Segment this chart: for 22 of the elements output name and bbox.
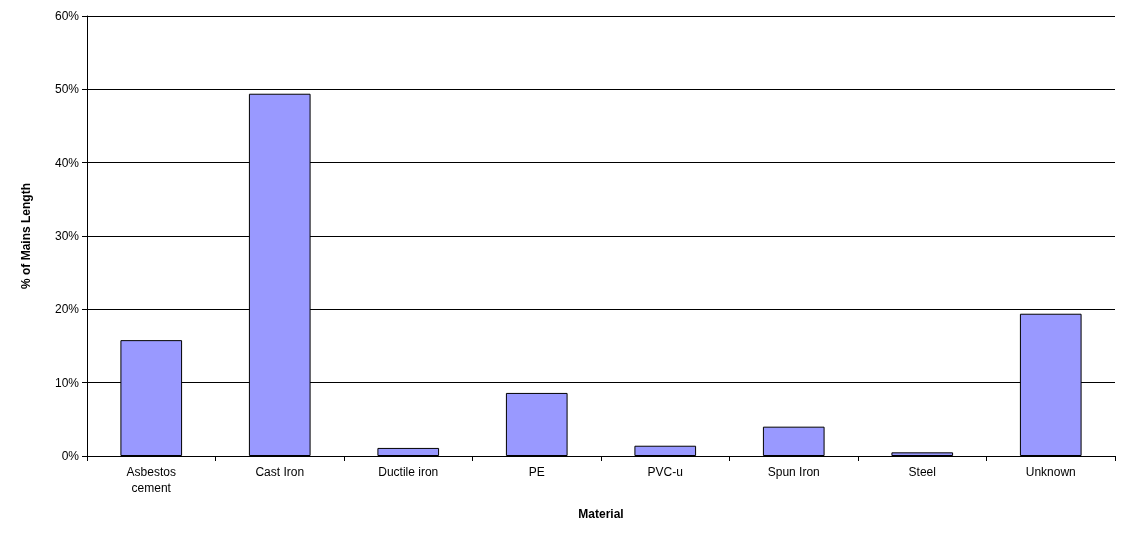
bar: [377, 447, 440, 456]
x-tick-label: Unknown: [1025, 465, 1076, 479]
x-tick-label: PVC-u: [647, 465, 683, 479]
y-axis-title: % of Mains Length: [19, 183, 33, 289]
bar: [505, 392, 568, 456]
x-tick-label: Spun Iron: [767, 465, 820, 479]
y-tick-label: 30%: [54, 229, 80, 243]
x-tick-label: Ductile iron: [378, 465, 439, 479]
y-tick-label: 40%: [54, 155, 80, 170]
x-tick-label: Steel: [908, 465, 936, 479]
x-axis-title: Material: [578, 507, 624, 521]
y-tick-label: 60%: [54, 9, 80, 23]
y-tick-label: 10%: [54, 375, 80, 390]
bar: [891, 452, 954, 456]
x-tick-label: PE: [528, 465, 545, 479]
x-tick-label: Asbestos cement: [126, 465, 176, 495]
y-tick-label: 20%: [54, 302, 80, 317]
x-tick-label: Cast Iron: [255, 465, 305, 479]
bar: [634, 445, 697, 456]
bar: [762, 426, 825, 456]
y-tick-label: 50%: [54, 82, 80, 97]
y-tick-label: 0%: [61, 449, 80, 463]
